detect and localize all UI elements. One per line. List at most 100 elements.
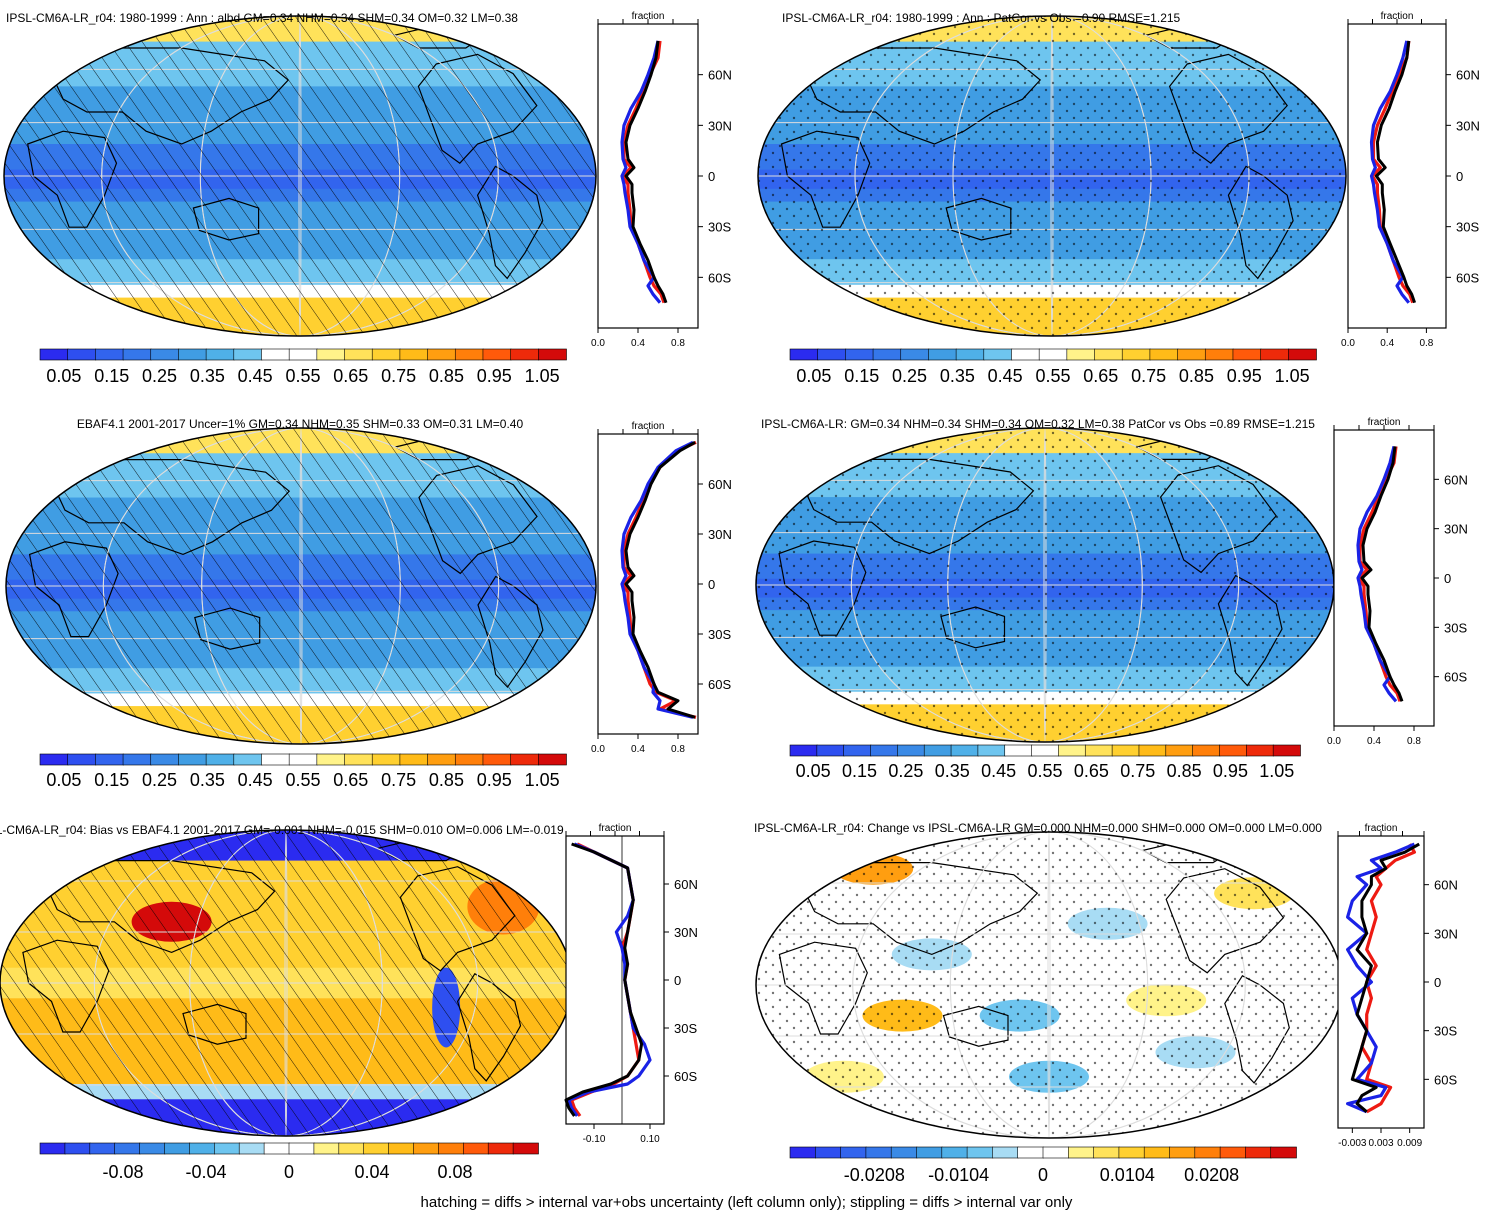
colorbar-swatch: [814, 1146, 842, 1159]
colorbar-swatch: [388, 1142, 415, 1155]
profile-y-tick-label: 30S: [1434, 1024, 1457, 1039]
stippling-overlay: [756, 428, 1334, 742]
colorbar-label: 0.85: [429, 770, 464, 790]
colorbar-label: 0.08: [437, 1162, 472, 1182]
colorbar-label: 0.15: [94, 366, 129, 386]
colorbar-swatch: [1138, 744, 1167, 757]
colorbar-swatch: [64, 1142, 91, 1155]
colorbar-label: 0.25: [892, 366, 927, 386]
colorbar-swatch: [1011, 348, 1040, 361]
colorbar-swatch: [1118, 1146, 1146, 1159]
colorbar-swatch: [845, 348, 874, 361]
profile-title: fraction: [1368, 417, 1401, 428]
colorbar-swatch: [512, 1142, 539, 1155]
colorbar-label: 1.05: [525, 366, 560, 386]
panel-title-1: IPSL-CM6A-LR_r04: 1980-1999 : Ann : albd…: [6, 11, 518, 25]
profile-y-tick-label: 30N: [1456, 118, 1480, 133]
colorbar-swatch: [316, 348, 346, 361]
profile-y-tick-label: 60N: [1456, 68, 1480, 83]
colorbar-swatch: [261, 753, 290, 766]
profile-y-tick-label: 30N: [708, 527, 732, 542]
colorbar-swatch: [843, 744, 872, 757]
colorbar-swatch: [150, 753, 180, 766]
colorbar-swatch: [538, 753, 567, 766]
profile-line-3: [624, 40, 668, 304]
colorbar-label: 0.05: [796, 366, 831, 386]
hatching-overlay: [0, 830, 572, 1136]
colorbar-label: 0.65: [1083, 366, 1118, 386]
colorbar-label: 0.05: [46, 366, 81, 386]
profile-y-tick-label: 30N: [674, 925, 698, 940]
profile-x-tick-label: 0.0: [591, 744, 605, 755]
colorbar-swatch: [454, 348, 484, 361]
colorbar-swatch: [233, 753, 263, 766]
colorbar-swatch: [1232, 348, 1262, 361]
profile-frame: [597, 23, 699, 329]
colorbar-label: -0.04: [185, 1162, 226, 1182]
profile-panel-1: fraction 0.0 0.4 0.8 60N 30N 0 30S 60S: [591, 11, 732, 349]
profile-x-tick-label: 0.4: [1367, 736, 1381, 747]
colorbar-swatch: [955, 348, 985, 361]
colorbar-swatch: [205, 753, 235, 766]
colorbar-label: 0.45: [238, 366, 273, 386]
colorbar-swatch: [189, 1142, 216, 1155]
profile-panel-4: fraction 0.0 0.4 0.8 60N 30N 0 30S 60S: [1327, 417, 1468, 747]
colorbar-label: 0.15: [844, 366, 879, 386]
colorbar-label: 0.35: [940, 366, 975, 386]
colorbar-swatch: [923, 744, 952, 757]
colorbar-label: 0: [284, 1162, 294, 1182]
profile-frame: [565, 835, 665, 1125]
colorbar-swatch: [977, 744, 1006, 757]
colorbar-swatch: [1194, 1146, 1221, 1159]
colorbar-1: 0.05 0.15 0.25 0.35 0.45 0.55 0.65 0.75 0.85 0.95…: [39, 348, 567, 386]
colorbar-swatch: [928, 348, 957, 361]
profile-y-tick-label: 60S: [674, 1069, 697, 1084]
colorbar-label: 0.75: [381, 366, 416, 386]
profile-x-tick-label: 0.4: [1380, 338, 1394, 349]
profile-y-tick-label: 60S: [1434, 1072, 1457, 1087]
colorbar-swatch: [538, 348, 567, 361]
profile-line-3: [1360, 446, 1404, 702]
profile-panel-6: fraction -0.003 0.003 0.009 60N 30N 0 30S 60S: [1337, 823, 1458, 1149]
colorbar-swatch: [454, 753, 484, 766]
colorbar-swatch: [840, 1146, 867, 1159]
colorbar-label: 0.35: [190, 770, 225, 790]
colorbar-swatch: [816, 744, 845, 757]
colorbar-label: 0.35: [935, 761, 970, 781]
colorbar-swatch: [427, 348, 457, 361]
colorbar-label: 0.25: [142, 770, 177, 790]
colorbar-label: 0.65: [333, 770, 368, 790]
profile-y-tick-label: 60S: [708, 677, 731, 692]
colorbar-swatch: [789, 348, 819, 361]
profile-panel-3: fraction 0.0 0.4 0.8 60N 30N 0 30S 60S: [591, 421, 732, 755]
colorbar-swatch: [1143, 1146, 1171, 1159]
colorbar-swatch: [1066, 348, 1096, 361]
profile-title: fraction: [1365, 823, 1398, 834]
colorbar-swatch: [482, 753, 512, 766]
profile-x-tick-label: 0.4: [631, 338, 645, 349]
colorbar-swatch: [1177, 348, 1207, 361]
map-panel-3: [5, 427, 597, 745]
colorbar-swatch: [205, 348, 235, 361]
colorbar-label: 0.05: [796, 761, 831, 781]
profile-y-tick-label: 0: [708, 577, 715, 592]
colorbar-label: 1.05: [525, 770, 560, 790]
colorbar-swatch: [122, 348, 152, 361]
colorbar-swatch: [122, 753, 152, 766]
colorbar-5: -0.08 -0.04 0 0.04 0.08: [39, 1142, 539, 1182]
colorbar-label: 0.95: [1227, 366, 1262, 386]
colorbar-swatch: [1031, 744, 1060, 757]
profile-y-tick-label: 0: [1434, 975, 1441, 990]
colorbar-swatch: [872, 348, 902, 361]
colorbar-swatch: [1219, 1146, 1247, 1159]
colorbar-6: -0.0208 -0.0104 0 0.0104 0.0208: [789, 1146, 1297, 1185]
map-panel-2: [757, 15, 1347, 337]
colorbar-swatch: [313, 1142, 340, 1155]
profile-y-tick-label: 0: [708, 169, 715, 184]
colorbar-swatch: [1219, 744, 1248, 757]
profile-title: fraction: [632, 11, 665, 22]
colorbar-label: 0.65: [1074, 761, 1109, 781]
profile-x-tick-label: 0.4: [631, 744, 645, 755]
colorbar-swatch: [1093, 1146, 1120, 1159]
colorbar-swatch: [950, 744, 979, 757]
